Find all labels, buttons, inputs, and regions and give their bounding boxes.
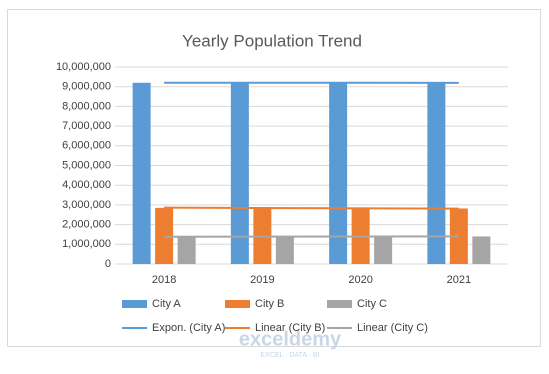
legend-swatch: [122, 300, 147, 308]
bar: [427, 82, 446, 264]
y-tick-label: 3,000,000: [62, 199, 111, 211]
x-tick-label: 2020: [348, 274, 372, 286]
legend-label: Linear (City B): [255, 322, 325, 334]
y-tick-label: 2,000,000: [62, 219, 111, 231]
watermark-tagline: EXCEL · DATA · BI: [261, 352, 320, 359]
chart-border: [7, 9, 541, 347]
y-tick-label: 6,000,000: [62, 140, 111, 152]
legend-label: Linear (City C): [357, 322, 428, 334]
legend-label: City B: [255, 298, 284, 310]
legend-swatch: [327, 300, 352, 308]
bar: [329, 82, 348, 264]
watermark: exceldemy: [239, 328, 342, 350]
bar: [449, 208, 468, 264]
y-tick-label: 4,000,000: [62, 179, 111, 191]
bar: [177, 236, 196, 264]
bar: [374, 236, 393, 264]
y-tick-label: 10,000,000: [56, 61, 111, 73]
y-tick-label: 1,000,000: [62, 238, 111, 250]
bar: [275, 236, 294, 264]
legend-label: Expon. (City A): [152, 322, 225, 334]
legend-label: City C: [357, 298, 387, 310]
x-tick-label: 2019: [250, 274, 274, 286]
x-tick-label: 2021: [447, 274, 471, 286]
x-tick-label: 2018: [152, 274, 176, 286]
y-tick-label: 5,000,000: [62, 159, 111, 171]
y-tick-label: 7,000,000: [62, 120, 111, 132]
chart-title: Yearly Population Trend: [182, 31, 362, 50]
legend-label: City A: [152, 298, 181, 310]
y-tick-label: 8,000,000: [62, 100, 111, 112]
bar: [472, 236, 491, 264]
y-tick-label: 9,000,000: [62, 81, 111, 93]
trendline: [164, 206, 459, 210]
bar: [132, 82, 151, 264]
bar: [230, 82, 249, 264]
y-tick-label: 0: [105, 258, 111, 270]
legend-swatch: [225, 300, 250, 308]
